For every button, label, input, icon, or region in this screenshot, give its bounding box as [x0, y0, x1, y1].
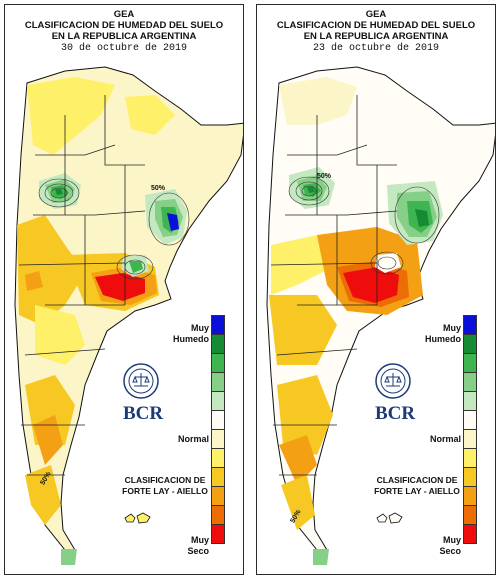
- contour-label: 50%: [151, 185, 166, 192]
- legend-label-top: Muy Humedo: [173, 323, 209, 344]
- legend-swatch: [463, 353, 477, 373]
- contour-label: 50%: [317, 173, 332, 180]
- legend-swatch: [211, 429, 225, 449]
- header-subtitle: EN LA REPUBLICA ARGENTINA: [303, 31, 449, 42]
- legend-swatch: [211, 353, 225, 373]
- header-title: CLASIFICACION DE HUMEDAD DEL SUELO: [276, 20, 476, 31]
- legend-swatch: [211, 524, 225, 544]
- bcr-seal-icon: [123, 363, 159, 399]
- legend-swatch: [463, 429, 477, 449]
- legend-swatch: [463, 505, 477, 525]
- legend-swatch: [463, 315, 477, 335]
- soil-moisture-map-oct-30: GEA CLASIFICACION DE HUMEDAD DEL SUELO E…: [4, 4, 244, 575]
- legend-swatch: [463, 448, 477, 468]
- legend-swatch: [463, 410, 477, 430]
- legend-label-bottom: Muy Seco: [439, 535, 461, 556]
- legend-swatch: [463, 524, 477, 544]
- argentina-map: [266, 66, 495, 565]
- soil-moisture-map-oct-23: GEA CLASIFICACION DE HUMEDAD DEL SUELO E…: [256, 4, 496, 575]
- header-date: 30 de octubre de 2019: [60, 43, 188, 54]
- legend-label-bottom: Muy Seco: [187, 535, 209, 556]
- legend-label-normal: Normal: [429, 434, 461, 444]
- map-header: GEA CLASIFICACION DE HUMEDAD DEL SUELO E…: [5, 9, 243, 54]
- legend-swatch: [211, 448, 225, 468]
- legend-swatch: [211, 334, 225, 354]
- classification-label: CLASIFICACION DE FORTE LAY - AIELLO: [122, 475, 208, 496]
- legend-swatch: [211, 505, 225, 525]
- header-date: 23 de octubre de 2019: [312, 43, 440, 54]
- legend-label-top: Muy Humedo: [425, 323, 461, 344]
- legend-swatch: [211, 372, 225, 392]
- legend-swatch: [463, 334, 477, 354]
- legend-swatch: [211, 315, 225, 335]
- legend-swatch: [211, 410, 225, 430]
- classification-label: CLASIFICACION DE FORTE LAY - AIELLO: [374, 475, 460, 496]
- malvinas-islands-icon: [124, 512, 151, 524]
- legend-color-scale: [211, 315, 225, 544]
- header-subtitle: EN LA REPUBLICA ARGENTINA: [51, 31, 197, 42]
- header-gea: GEA: [365, 9, 387, 20]
- legend-swatch: [463, 391, 477, 411]
- argentina-map: [14, 66, 243, 565]
- bcr-logo-text: BCR: [374, 403, 416, 424]
- bcr-logo-text: BCR: [122, 403, 164, 424]
- map-header: GEA CLASIFICACION DE HUMEDAD DEL SUELO E…: [257, 9, 495, 54]
- bcr-seal-icon: [375, 363, 411, 399]
- header-gea: GEA: [113, 9, 135, 20]
- legend-label-normal: Normal: [177, 434, 209, 444]
- legend-swatch: [463, 372, 477, 392]
- malvinas-islands-icon: [376, 512, 403, 524]
- legend-swatch: [211, 391, 225, 411]
- legend-color-scale: [463, 315, 477, 544]
- header-title: CLASIFICACION DE HUMEDAD DEL SUELO: [24, 20, 224, 31]
